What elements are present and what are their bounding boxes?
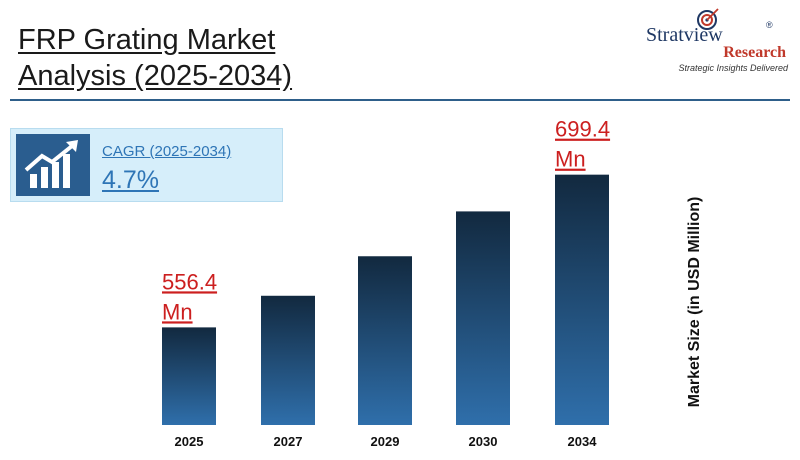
bar-2027 bbox=[261, 295, 315, 425]
x-tick-label-2027: 2027 bbox=[274, 434, 303, 449]
cagr-card: CAGR (2025-2034) 4.7% bbox=[10, 128, 283, 202]
stratview-logo: Stratview ® Research Strategic Insights … bbox=[638, 8, 788, 73]
data-label-2025-line1: 556.4 bbox=[162, 269, 217, 294]
y-axis-label: Market Size (in USD Million) bbox=[686, 196, 703, 408]
page-title-line1: FRP Grating Market bbox=[18, 24, 276, 56]
data-label-2025-line2: Mn bbox=[162, 299, 193, 324]
logo-name: Stratview bbox=[646, 24, 723, 46]
data-label-2034-line1: 699.4 bbox=[555, 117, 610, 142]
growth-chart-icon bbox=[16, 134, 90, 196]
logo-research: Research bbox=[723, 44, 786, 61]
x-tick-label-2030: 2030 bbox=[469, 434, 498, 449]
data-label-2034-line2: Mn bbox=[555, 147, 586, 172]
x-tick-label-2034: 2034 bbox=[568, 434, 598, 449]
logo-registered: ® bbox=[766, 20, 773, 30]
bar-2034 bbox=[555, 174, 609, 425]
page-title-line2: Analysis (2025-2034) bbox=[18, 60, 293, 92]
bar-2030 bbox=[456, 211, 510, 425]
target-icon bbox=[697, 8, 719, 30]
cagr-value: 4.7% bbox=[102, 166, 159, 194]
bar-2029 bbox=[358, 256, 412, 425]
x-tick-label-2029: 2029 bbox=[371, 434, 400, 449]
x-tick-label-2025: 2025 bbox=[175, 434, 204, 449]
logo-tagline: Strategic Insights Delivered bbox=[678, 63, 788, 73]
title-divider bbox=[10, 99, 790, 101]
cagr-label: CAGR (2025-2034) bbox=[102, 143, 232, 160]
page-title: FRP Grating Market Analysis (2025-2034) bbox=[18, 22, 292, 94]
bar-2025 bbox=[162, 327, 216, 425]
